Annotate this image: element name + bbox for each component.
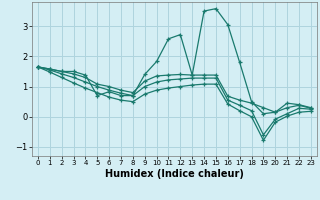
X-axis label: Humidex (Indice chaleur): Humidex (Indice chaleur): [105, 169, 244, 179]
